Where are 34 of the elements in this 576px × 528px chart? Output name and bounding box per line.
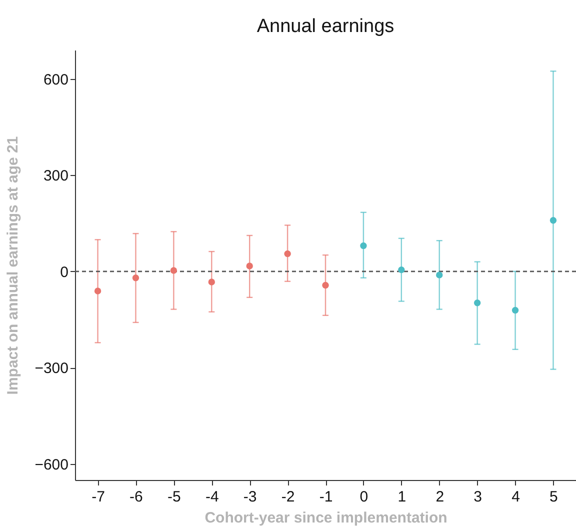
x-tick-label: 3 (474, 488, 482, 506)
y-axis-title: Impact on annual earnings at age 21 (4, 136, 22, 395)
point (398, 266, 405, 274)
y-tick-label: 0 (60, 264, 68, 281)
y-tick-label: 300 (43, 168, 68, 185)
x-tick-label: 1 (398, 488, 406, 506)
point (360, 242, 367, 250)
x-tick-label: -1 (319, 488, 333, 506)
point (550, 217, 557, 224)
x-tick-label: -4 (205, 488, 219, 506)
x-axis-title: Cohort-year since implementation (204, 510, 448, 526)
point (436, 272, 443, 278)
x-tick-label: 5 (550, 488, 558, 506)
point (322, 282, 329, 289)
x-tick-label: -2 (281, 488, 295, 506)
chart-title: Annual earnings (256, 16, 394, 37)
point (246, 262, 253, 270)
point (512, 306, 519, 314)
y-tick-label: 600 (43, 71, 68, 88)
point (170, 267, 178, 274)
x-tick-label: -6 (130, 488, 143, 506)
x-tick-label: 0 (360, 488, 368, 506)
point (208, 278, 215, 286)
x-tick-label: 2 (436, 488, 444, 506)
y-tick-label: −600 (34, 456, 68, 474)
x-tick-label: 4 (512, 488, 520, 506)
x-tick-label: -7 (92, 488, 105, 506)
point (94, 288, 102, 294)
x-tick-label: -5 (168, 488, 181, 506)
point (284, 250, 291, 258)
point (132, 274, 140, 282)
y-tick-label: −300 (34, 360, 68, 378)
x-tick-label: -3 (243, 488, 257, 506)
point (474, 300, 481, 306)
